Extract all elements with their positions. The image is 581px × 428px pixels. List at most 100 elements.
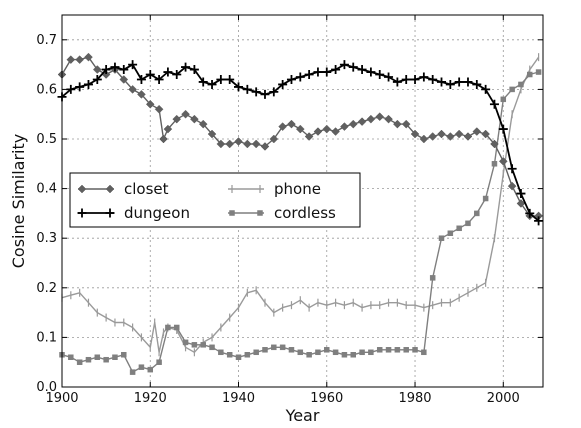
x-tick-label: 1960	[310, 391, 343, 406]
plot-frame	[61, 14, 544, 388]
data-point-cordless	[324, 347, 330, 353]
legend-item-cordless: cordless	[228, 204, 336, 222]
data-point-closet	[159, 134, 168, 144]
data-point-cordless	[279, 344, 286, 351]
data-point-cordless	[147, 366, 154, 373]
data-point-dungeon	[83, 79, 93, 89]
series-phone	[61, 53, 540, 357]
data-point-dungeon	[101, 65, 111, 75]
data-point-dungeon	[437, 77, 447, 87]
data-point-dungeon	[366, 67, 376, 77]
data-point-closet	[75, 55, 85, 64]
data-point-closet	[481, 129, 490, 139]
data-point-closet	[437, 129, 446, 139]
data-point-cordless	[218, 349, 224, 356]
data-point-closet	[119, 75, 129, 84]
data-point-cordless	[226, 352, 233, 358]
data-point-cordless	[297, 349, 304, 356]
data-point-closet	[313, 127, 323, 136]
data-point-closet	[269, 134, 279, 144]
data-point-closet	[366, 114, 376, 124]
data-point-cordless	[491, 161, 498, 167]
data-point-closet	[172, 114, 182, 124]
data-point-dungeon	[410, 74, 420, 84]
data-point-closet	[384, 114, 393, 124]
y-axis: 0.0 0.1 0.2 0.3 0.4 0.5 0.6 0.7	[36, 33, 543, 395]
data-point-cordless	[306, 352, 312, 358]
data-point-dungeon	[419, 72, 429, 82]
data-point-dungeon	[163, 67, 173, 77]
y-tick-label: 0.2	[36, 281, 57, 296]
y-tick-label: 0.0	[36, 380, 57, 395]
data-point-closet	[216, 139, 226, 149]
data-point-closet	[410, 129, 420, 139]
data-point-closet	[145, 99, 155, 109]
legend-marker-dungeon	[77, 208, 87, 218]
data-point-cordless	[465, 220, 471, 227]
data-point-dungeon	[234, 82, 244, 92]
data-point-closet	[163, 124, 173, 134]
data-point-cordless	[200, 342, 206, 348]
data-point-dungeon	[92, 74, 102, 84]
data-point-cordless	[527, 71, 533, 78]
data-point-cordless	[235, 354, 242, 360]
series-closet	[57, 52, 543, 221]
data-point-dungeon	[525, 208, 535, 218]
legend-label-phone: phone	[274, 180, 321, 198]
legend-label-dungeon: dungeon	[124, 204, 190, 222]
x-tick-label: 1900	[45, 391, 78, 406]
data-point-closet	[278, 122, 287, 131]
data-point-dungeon	[172, 70, 182, 80]
data-point-dungeon	[110, 62, 120, 72]
data-point-dungeon	[498, 124, 508, 134]
data-point-closet	[84, 52, 93, 62]
data-point-dungeon	[384, 72, 394, 82]
y-tick-label: 0.3	[36, 231, 57, 246]
data-point-dungeon	[136, 74, 146, 84]
data-point-cordless	[112, 354, 118, 360]
data-point-closet	[322, 124, 332, 134]
legend-marker-cordless	[257, 210, 263, 216]
data-point-dungeon	[375, 70, 385, 80]
data-point-cordless	[412, 347, 418, 353]
legend-marker-closet	[105, 184, 115, 194]
data-point-cordless	[332, 349, 339, 356]
data-point-dungeon	[463, 77, 473, 87]
data-point-cordless	[156, 359, 162, 365]
y-tick-label: 0.5	[36, 132, 57, 147]
data-point-closet	[304, 132, 314, 141]
data-point-dungeon	[242, 84, 252, 94]
data-point-closet	[490, 139, 499, 149]
data-point-closet	[340, 122, 349, 131]
data-point-dungeon	[207, 79, 217, 89]
data-point-closet	[516, 199, 526, 208]
data-point-dungeon	[534, 216, 544, 226]
data-point-cordless	[129, 369, 136, 375]
data-point-closet	[190, 114, 199, 124]
data-point-cordless	[182, 339, 189, 346]
data-point-cordless	[509, 86, 515, 93]
data-point-closet	[66, 55, 76, 64]
data-point-cordless	[138, 364, 145, 370]
data-point-dungeon	[357, 65, 367, 75]
data-point-closet	[357, 117, 367, 126]
data-point-closet	[331, 127, 340, 136]
data-point-dungeon	[278, 79, 288, 89]
data-point-cordless	[341, 352, 348, 358]
x-tick-label: 1980	[398, 391, 431, 406]
data-point-cordless	[121, 352, 127, 358]
data-point-closet	[454, 129, 464, 139]
data-point-dungeon	[198, 77, 208, 87]
data-point-cordless	[456, 225, 462, 232]
data-point-closet	[260, 142, 270, 151]
data-point-dungeon	[286, 74, 296, 84]
data-point-dungeon	[295, 72, 305, 82]
data-point-closet	[463, 132, 473, 141]
data-point-dungeon	[128, 60, 138, 70]
data-point-cordless	[262, 347, 268, 353]
legend-item-phone: phone	[228, 180, 321, 198]
data-point-cordless	[173, 324, 180, 331]
data-point-dungeon	[181, 62, 191, 72]
y-axis-label: Cosine Similarity	[9, 134, 28, 268]
